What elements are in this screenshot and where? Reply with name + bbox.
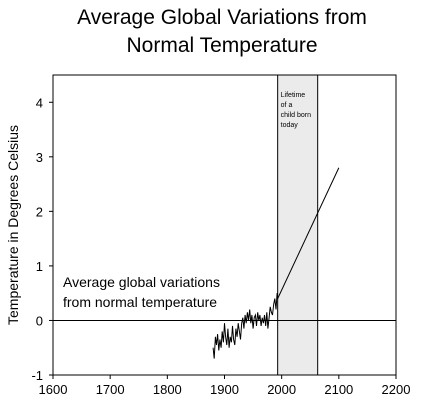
y-tick-label: 0 [36,313,43,328]
x-tick-label: 1700 [96,382,125,397]
x-axis: 1600 1700 1800 1900 2000 2100 2200 [39,375,411,397]
series-projection-line [277,167,340,299]
y-axis-label: Temperature in Degrees Celsius [5,125,21,325]
y-tick-label: -1 [31,368,43,383]
y-tick-label: 1 [36,259,43,274]
chart-title-line-2: Normal Temperature [126,34,317,57]
annotation-line-2: from normal temperature [63,294,217,310]
band-label-line: of a [281,102,293,109]
band-label: Lifetime of a child born today [281,92,311,129]
series-observed-line [212,293,279,359]
x-tick-label: 2000 [267,382,296,397]
y-axis: -1 0 1 2 3 4 [31,95,53,383]
y-tick-label: 3 [36,150,43,165]
lifetime-band [277,74,319,376]
chart-title-line-1: Average Global Variations from [77,6,367,29]
x-tick-label: 2100 [324,382,353,397]
band-label-line: today [281,122,299,129]
annotation-line-1: Average global variations [63,274,220,290]
x-tick-label: 1900 [210,382,239,397]
y-tick-label: 2 [36,204,43,219]
band-label-line: child born [281,112,311,119]
x-tick-label: 1600 [39,382,68,397]
x-tick-label: 2200 [382,382,411,397]
x-tick-label: 1800 [153,382,182,397]
y-tick-label: 4 [36,95,43,110]
band-label-line: Lifetime [281,92,306,99]
